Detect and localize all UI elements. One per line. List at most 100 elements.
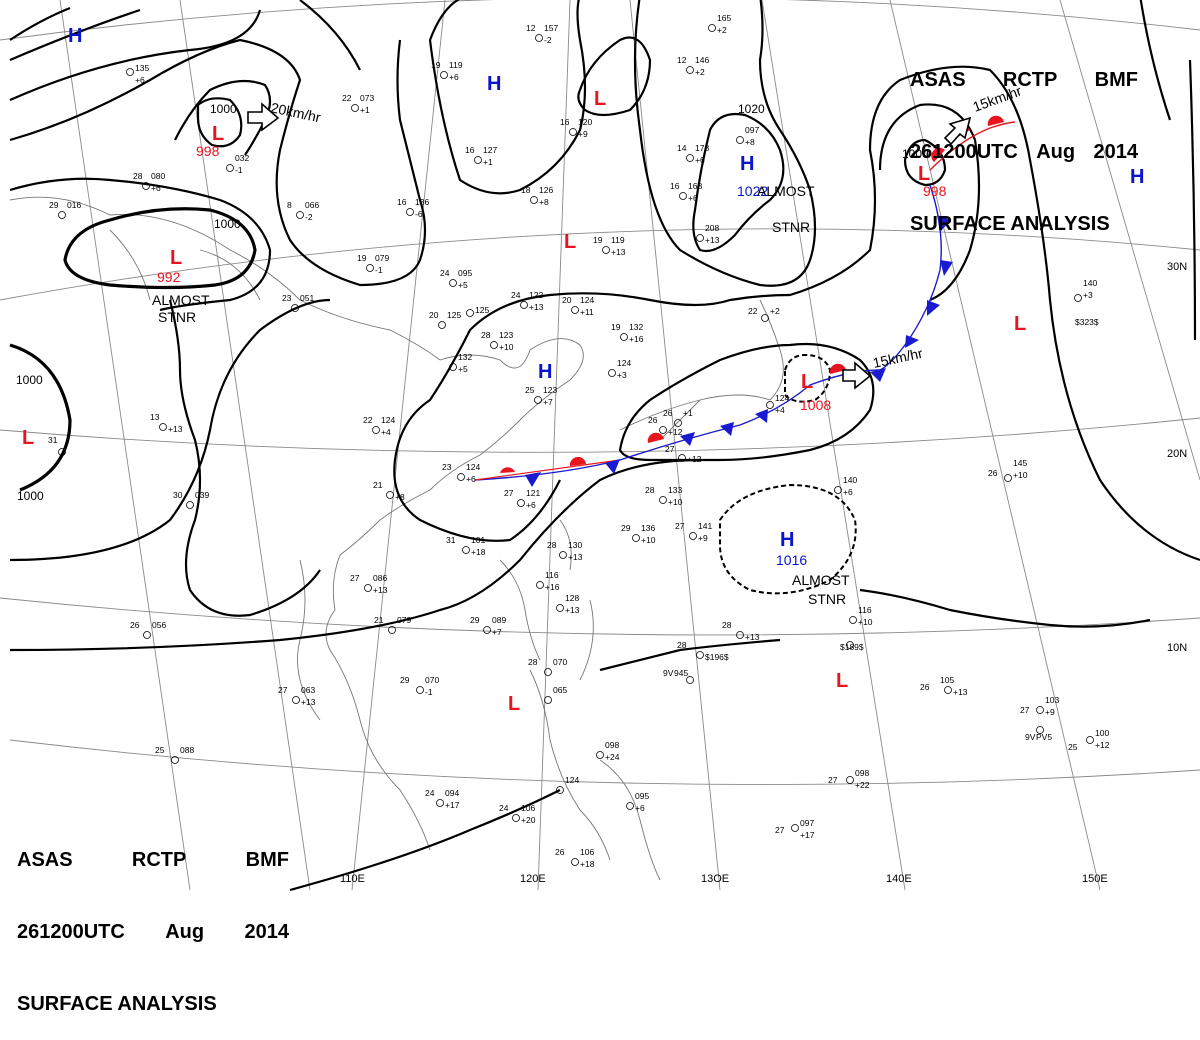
almost-stnr-label: ALMOST xyxy=(152,292,210,308)
svg-text:14: 14 xyxy=(677,143,687,153)
svg-text:119: 119 xyxy=(611,235,625,245)
svg-text:+9: +9 xyxy=(578,129,588,139)
svg-text:106: 106 xyxy=(580,847,594,857)
svg-text:29: 29 xyxy=(49,200,59,210)
svg-text:121: 121 xyxy=(526,488,540,498)
header-year: 2014 xyxy=(244,921,289,943)
svg-text:28: 28 xyxy=(133,171,143,181)
svg-text:070: 070 xyxy=(553,657,567,667)
svg-text:22: 22 xyxy=(363,415,373,425)
station-plot: 27 121 +6 xyxy=(504,488,540,510)
cold-front xyxy=(879,184,953,371)
header-year: 2014 xyxy=(1093,141,1138,163)
motion-speed-label: 15km/hr xyxy=(871,345,924,371)
svg-text:19: 19 xyxy=(593,235,603,245)
weather-map: 110E 120E 13OE 140E 150E 30N 20N 10N 100… xyxy=(0,0,1200,1015)
station-plot: 124 xyxy=(556,775,579,794)
header-title: SURFACE ANALYSIS xyxy=(910,213,1110,235)
station-plot: 8 066 -2 xyxy=(287,200,319,222)
low-pressure-value: 992 xyxy=(157,269,181,285)
svg-text:+11: +11 xyxy=(580,307,594,317)
svg-text:140: 140 xyxy=(843,475,857,485)
svg-text:22: 22 xyxy=(342,93,352,103)
low-pressure-center: L xyxy=(918,163,930,185)
isobar-label: 1000 xyxy=(210,102,237,116)
svg-text:+12: +12 xyxy=(668,427,683,437)
low-pressure-center: L xyxy=(594,88,606,110)
svg-text:26: 26 xyxy=(648,415,658,425)
isobar-label: 1000 xyxy=(214,217,241,231)
svg-text:28: 28 xyxy=(547,540,557,550)
svg-text:+13: +13 xyxy=(529,302,544,312)
svg-text:9V: 9V xyxy=(1025,732,1036,742)
station-plot: 25 123 +7 xyxy=(525,385,557,407)
lat-labels: 30N 20N 10N xyxy=(1167,261,1187,654)
station-plot: 13 +13 xyxy=(150,412,183,434)
station-plot: 31 xyxy=(48,435,66,456)
svg-text:-2: -2 xyxy=(544,35,552,45)
svg-text:16: 16 xyxy=(560,117,570,127)
station-plot: $189$ xyxy=(840,641,864,652)
low-pressure-center: L xyxy=(1014,313,1026,335)
high-pressure-center: H xyxy=(538,361,552,383)
svg-text:+10: +10 xyxy=(499,342,514,352)
station-plot: 135+6 xyxy=(126,63,149,85)
station-plot: 14 173 +6 xyxy=(677,143,709,165)
header-title: SURFACE ANALYSIS xyxy=(17,993,217,1015)
svg-text:8: 8 xyxy=(287,200,292,210)
svg-text:105: 105 xyxy=(940,675,954,685)
station-plot: 21 +8 xyxy=(373,480,405,502)
svg-text:+6: +6 xyxy=(843,487,853,497)
svg-text:+2: +2 xyxy=(717,25,727,35)
svg-text:089: 089 xyxy=(492,615,506,625)
lon-label: 120E xyxy=(520,873,546,885)
svg-text:+6: +6 xyxy=(695,155,705,165)
svg-text:18: 18 xyxy=(521,185,531,195)
svg-text:+10: +10 xyxy=(858,617,873,627)
svg-text:+18: +18 xyxy=(471,547,486,557)
svg-text:21: 21 xyxy=(373,480,383,490)
svg-text:073: 073 xyxy=(360,93,374,103)
graticule xyxy=(0,0,1200,891)
svg-text:26: 26 xyxy=(920,682,930,692)
svg-text:119: 119 xyxy=(449,60,463,70)
svg-text:+3: +3 xyxy=(1083,290,1093,300)
svg-text:-1: -1 xyxy=(425,687,433,697)
lon-label: 110E xyxy=(340,873,365,885)
low-pressure-center: L xyxy=(564,231,576,253)
svg-text:141: 141 xyxy=(698,521,712,531)
station-plot: 27 103 +9 xyxy=(1020,695,1059,717)
svg-text:056: 056 xyxy=(152,620,166,630)
lat-label: 30N xyxy=(1167,261,1187,273)
svg-text:+6: +6 xyxy=(449,72,459,82)
station-plot: 116+10 xyxy=(849,605,873,627)
svg-text:24: 24 xyxy=(425,788,435,798)
svg-text:132: 132 xyxy=(629,322,643,332)
svg-text:079: 079 xyxy=(375,253,389,263)
station-plot: 27 +12 xyxy=(665,444,702,464)
low-pressure-center: L xyxy=(212,123,224,145)
svg-text:31: 31 xyxy=(48,435,58,445)
svg-text:25: 25 xyxy=(525,385,535,395)
svg-text:032: 032 xyxy=(235,153,249,163)
svg-text:19: 19 xyxy=(431,60,441,70)
svg-text:12: 12 xyxy=(526,23,536,33)
svg-text:086: 086 xyxy=(373,573,387,583)
svg-text:27: 27 xyxy=(504,488,514,498)
svg-text:168: 168 xyxy=(688,181,702,191)
svg-text:+24: +24 xyxy=(605,752,620,762)
high-pressure-center: H xyxy=(1130,166,1144,188)
station-plot: 19 132 +16 xyxy=(611,322,644,344)
svg-text:12: 12 xyxy=(677,55,687,65)
svg-text:31: 31 xyxy=(446,535,456,545)
station-plot: 27 063 +13 xyxy=(278,685,316,707)
svg-text:+13: +13 xyxy=(565,605,580,615)
svg-text:+6: +6 xyxy=(135,75,145,85)
svg-text:16: 16 xyxy=(465,145,475,155)
svg-text:+5: +5 xyxy=(458,364,468,374)
svg-text:+9: +9 xyxy=(698,533,708,543)
svg-text:098: 098 xyxy=(855,768,869,778)
svg-text:127: 127 xyxy=(483,145,497,155)
svg-text:+6: +6 xyxy=(526,500,536,510)
svg-text:+3: +3 xyxy=(617,370,627,380)
